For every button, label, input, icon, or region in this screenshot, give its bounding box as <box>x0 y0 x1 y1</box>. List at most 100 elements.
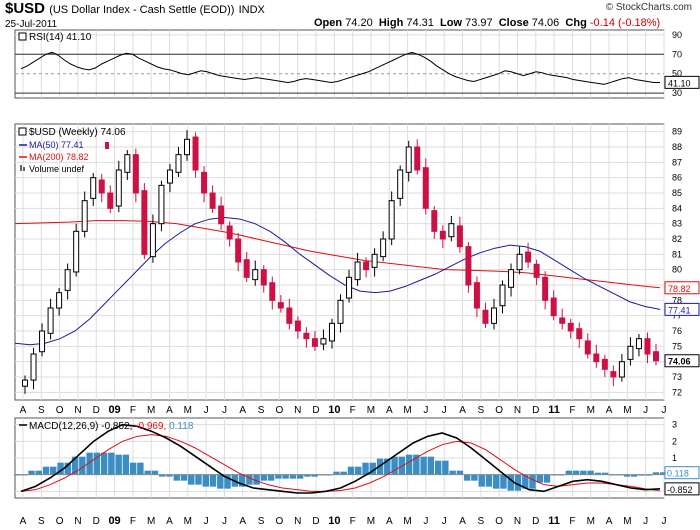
price-x-tick-label: S <box>258 405 265 416</box>
macd-histogram-bar <box>340 471 347 475</box>
macd-histogram-bar <box>202 474 209 487</box>
high-label: High <box>378 17 404 29</box>
price-y-tick-label: 81 <box>672 249 682 259</box>
price-x-tick-label: F <box>350 405 356 416</box>
price-panel-frame <box>14 123 665 401</box>
macd-x-tick-label: M <box>587 516 595 527</box>
macd-x-tick-label: M <box>623 516 631 527</box>
price-x-tick-label: M <box>623 405 631 416</box>
macd-histogram-bar <box>151 470 159 475</box>
price-x-tick-label: S <box>478 405 485 416</box>
candle-body <box>508 269 515 288</box>
ma50-legend-marker <box>105 142 109 149</box>
macd-legend-part: MACD(12,26,9) <box>29 421 101 432</box>
candle-body <box>610 371 617 378</box>
macd-hist-value-tag-text: 0.118 <box>667 469 689 479</box>
macd-x-tick-label: S <box>38 516 45 527</box>
macd-histogram-bar <box>594 472 602 475</box>
macd-histogram-bar <box>449 470 456 475</box>
price-y-tick-label: 85 <box>672 188 682 198</box>
macd-histogram-bar <box>122 454 130 475</box>
candle-body <box>618 361 625 378</box>
volume-legend-swatch <box>23 167 25 171</box>
macd-x-tick-label: J <box>423 516 428 527</box>
low-value: 73.97 <box>465 17 493 29</box>
rsi-value-tag-text: 41.10 <box>668 78 691 88</box>
candle-body <box>90 177 97 199</box>
macd-histogram-bar <box>471 474 478 481</box>
macd-x-tick-label: N <box>294 516 301 527</box>
macd-histogram-bar <box>57 462 64 475</box>
candle-body <box>235 238 242 263</box>
candle-body <box>550 297 557 317</box>
macd-x-tick-label: O <box>495 516 503 527</box>
macd-histogram-bar <box>660 472 667 475</box>
macd-y-tick-label: 1 <box>672 453 677 463</box>
candle-body <box>107 192 114 209</box>
macd-histogram-bar <box>253 474 260 485</box>
price-x-tick-label: D <box>532 405 539 416</box>
candle-body <box>158 184 165 225</box>
macd-histogram-bar <box>86 452 93 475</box>
macd-histogram-bar <box>108 452 115 475</box>
candle-body <box>414 146 421 171</box>
candle-body <box>209 192 216 209</box>
macd-histogram-bar <box>275 474 282 479</box>
ma50-value-tag-text: 77.41 <box>668 305 691 315</box>
macd-x-tick-label: M <box>403 516 411 527</box>
candle-body <box>132 154 139 194</box>
macd-histogram-bar <box>442 460 449 475</box>
price-x-tick-label: 10 <box>328 404 340 416</box>
price-x-tick-label: A <box>166 405 173 416</box>
candle-body <box>98 179 105 194</box>
macd-histogram-bar <box>485 474 493 487</box>
macd-histogram-bar <box>180 474 188 481</box>
macd-x-tick-label: J <box>442 516 447 527</box>
price-x-tick-label: D <box>312 405 319 416</box>
macd-x-tick-label: A <box>20 516 27 527</box>
macd-histogram-bar <box>580 470 587 475</box>
volume-legend: Volume undef <box>29 164 85 174</box>
chart-title: $USD (US Dollar Index - Cash Settle (EOD… <box>5 0 265 17</box>
macd-histogram-bar <box>129 462 137 475</box>
open-value: 74.20 <box>345 17 373 29</box>
symbol-name: (US Dollar Index - Cash Settle (EOD)) <box>49 4 235 16</box>
candle-body <box>533 263 540 278</box>
macd-x-tick-label: A <box>459 516 466 527</box>
candle-body <box>39 330 46 353</box>
macd-x-tick-label: D <box>312 516 319 527</box>
ma50-legend: MA(50) 77.41 <box>29 140 84 150</box>
candle-body <box>141 190 148 255</box>
rsi-legend-swatch <box>18 32 27 41</box>
candle-body <box>320 338 327 345</box>
candle-body <box>286 307 293 324</box>
price-x-tick-label: A <box>459 405 466 416</box>
macd-line <box>20 423 661 494</box>
macd-x-tick-label: 11 <box>548 515 560 527</box>
candle-body <box>22 379 28 387</box>
candle-body <box>149 223 156 258</box>
candle-body <box>346 276 353 299</box>
candle-body <box>516 253 523 271</box>
macd-x-tick-label: S <box>478 516 485 527</box>
price-x-tick-label: F <box>130 405 136 416</box>
candle-body <box>601 358 608 370</box>
close-value: 74.06 <box>531 17 560 29</box>
ma200-legend: MA(200) 78.82 <box>29 152 89 162</box>
price-y-tick-label: 73 <box>672 372 682 382</box>
macd-histogram-bar <box>79 456 86 475</box>
macd-histogram-bar <box>652 472 660 475</box>
macd-histogram-bar <box>507 474 514 491</box>
price-legend-main: $USD (Weekly) 74.06 <box>29 127 126 138</box>
high-value: 74.31 <box>406 17 434 29</box>
candle-body <box>576 328 583 340</box>
macd-histogram-bar <box>166 474 173 477</box>
macd-histogram-bar <box>64 462 71 475</box>
price-y-tick-label: 82 <box>672 234 682 244</box>
rsi-y-tick-label: 30 <box>672 88 682 98</box>
macd-histogram-bar <box>173 474 180 481</box>
price-x-tick-label: J <box>662 405 667 416</box>
macd-x-tick-label: F <box>130 516 136 527</box>
macd-histogram-bar <box>427 456 435 475</box>
macd-histogram-bar <box>188 474 195 485</box>
